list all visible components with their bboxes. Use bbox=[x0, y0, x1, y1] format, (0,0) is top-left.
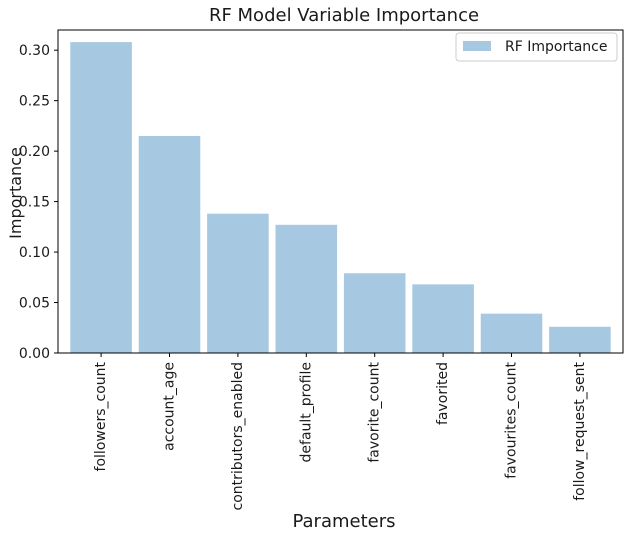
x-tick-label: favorite_count bbox=[367, 361, 383, 462]
y-axis-label: Importance bbox=[6, 147, 25, 239]
x-axis-label: Parameters bbox=[292, 511, 395, 532]
y-tick-label: 0.20 bbox=[19, 144, 50, 160]
y-tick-label: 0.15 bbox=[19, 195, 50, 211]
x-axis-ticks: followers_count account_age contributors_e… bbox=[93, 353, 588, 510]
x-tick-label: follow_request_sent bbox=[572, 361, 588, 500]
x-tick-label: favorited bbox=[435, 362, 451, 425]
legend: RF Importance bbox=[455, 32, 618, 62]
y-axis-ticks: 0.00 0.05 0.10 0.15 0.20 0.25 0.30 bbox=[19, 43, 58, 362]
bar-favorited bbox=[412, 284, 474, 353]
bar-follow-request-sent bbox=[549, 326, 611, 353]
x-tick-label: contributors_enabled bbox=[230, 362, 246, 510]
bars-layer bbox=[70, 42, 611, 354]
x-tick-label: default_profile bbox=[298, 362, 314, 462]
legend-label: RF Importance bbox=[505, 39, 607, 55]
legend-swatch bbox=[463, 41, 491, 51]
y-tick-label: 0.05 bbox=[19, 296, 50, 312]
x-tick-label: account_age bbox=[161, 362, 177, 451]
chart-title: RF Model Variable Importance bbox=[209, 5, 479, 26]
bar-account-age bbox=[138, 135, 201, 353]
bar-followers-count bbox=[70, 42, 132, 354]
x-tick-label: favourites_count bbox=[504, 361, 520, 478]
bar-favorite-count bbox=[343, 273, 406, 353]
bar-default-profile bbox=[275, 224, 338, 353]
y-tick-label: 0.00 bbox=[19, 346, 50, 362]
y-tick-label: 0.25 bbox=[19, 94, 50, 110]
plot-area-frame bbox=[57, 29, 624, 354]
legend-box bbox=[455, 32, 618, 62]
x-tick-label: followers_count bbox=[93, 361, 109, 471]
bar-contributors-enabled bbox=[207, 213, 269, 353]
bar-favourites-count bbox=[480, 313, 543, 353]
y-tick-label: 0.10 bbox=[19, 245, 50, 261]
y-tick-label: 0.30 bbox=[19, 43, 50, 59]
